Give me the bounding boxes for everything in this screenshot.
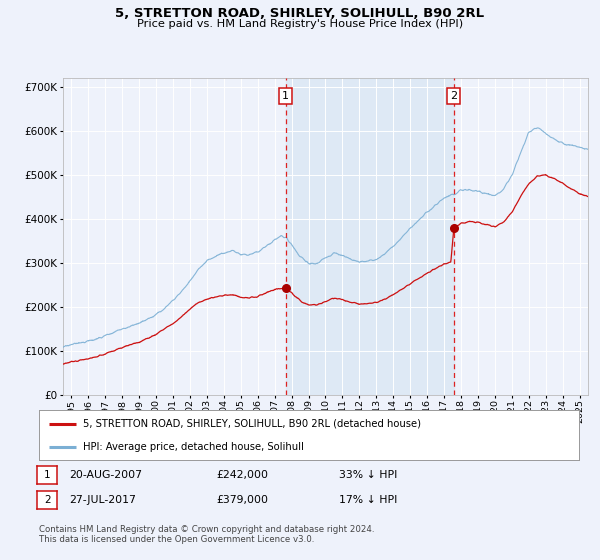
Text: Price paid vs. HM Land Registry's House Price Index (HPI): Price paid vs. HM Land Registry's House … (137, 19, 463, 29)
Text: £242,000: £242,000 (216, 470, 268, 480)
Text: 1: 1 (44, 470, 50, 480)
Text: 2: 2 (44, 495, 50, 505)
Text: 5, STRETTON ROAD, SHIRLEY, SOLIHULL, B90 2RL (detached house): 5, STRETTON ROAD, SHIRLEY, SOLIHULL, B90… (83, 418, 421, 428)
Text: 17% ↓ HPI: 17% ↓ HPI (339, 495, 397, 505)
Text: Contains HM Land Registry data © Crown copyright and database right 2024.
This d: Contains HM Land Registry data © Crown c… (39, 525, 374, 544)
Text: HPI: Average price, detached house, Solihull: HPI: Average price, detached house, Soli… (83, 442, 304, 452)
Text: 20-AUG-2007: 20-AUG-2007 (69, 470, 142, 480)
Text: 33% ↓ HPI: 33% ↓ HPI (339, 470, 397, 480)
Bar (286, 78, 454, 395)
Text: 1: 1 (282, 91, 289, 101)
Text: 27-JUL-2017: 27-JUL-2017 (69, 495, 136, 505)
Text: 2: 2 (450, 91, 457, 101)
Text: 5, STRETTON ROAD, SHIRLEY, SOLIHULL, B90 2RL: 5, STRETTON ROAD, SHIRLEY, SOLIHULL, B90… (115, 7, 485, 20)
Text: £379,000: £379,000 (216, 495, 268, 505)
